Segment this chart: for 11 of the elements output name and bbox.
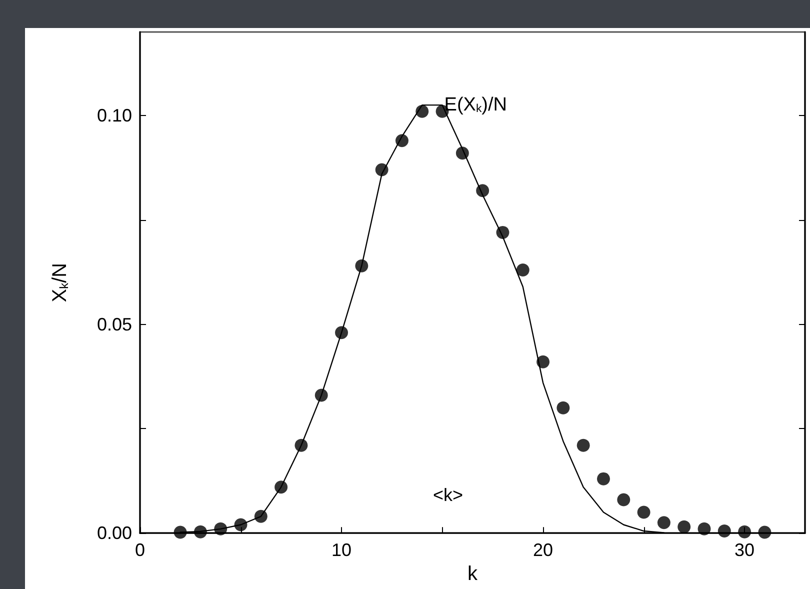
y-tick-label: 0.00 bbox=[96, 523, 132, 544]
x-tick-label: 10 bbox=[332, 540, 352, 560]
x-tick-label: 0 bbox=[134, 540, 146, 560]
y-axis-title: Xk/N bbox=[49, 262, 71, 302]
x-tick-label: 30 bbox=[734, 540, 755, 560]
series-label: E(Xk)/N bbox=[444, 94, 507, 116]
y-tick-label: 0.05 bbox=[96, 314, 132, 334]
y-tick-label: 0.10 bbox=[96, 106, 132, 126]
x-axis-title: k bbox=[468, 563, 478, 585]
annotation: <k> bbox=[433, 485, 464, 505]
x-tick-label: 20 bbox=[533, 540, 554, 560]
